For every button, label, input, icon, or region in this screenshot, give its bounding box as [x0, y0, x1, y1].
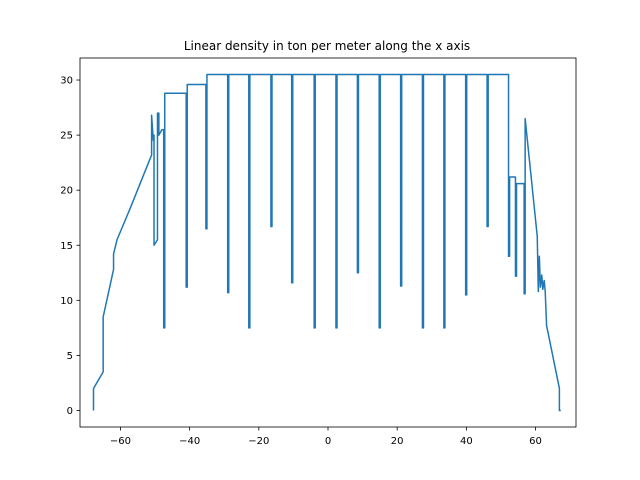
y-tick-label: 25	[60, 131, 73, 142]
y-tick-label: 5	[67, 351, 73, 362]
y-tick-label: 30	[60, 76, 73, 87]
plot-area	[92, 73, 561, 412]
chart-title: Linear density in ton per meter along th…	[184, 39, 470, 53]
y-tick-label: 20	[60, 186, 73, 197]
x-tick-label: 0	[325, 436, 331, 447]
x-tick-label: −60	[110, 436, 131, 447]
y-axis: 0 5 10 15 20 25 30	[60, 76, 80, 417]
x-axis: −60 −40 −20 0 20 40 60	[110, 427, 542, 447]
y-tick-label: 10	[60, 296, 73, 307]
y-tick-label: 15	[60, 241, 73, 252]
x-tick-label: −20	[248, 436, 269, 447]
data-line	[92, 73, 561, 412]
x-tick-label: 40	[460, 436, 473, 447]
y-tick-label: 0	[67, 406, 73, 417]
plot-frame	[79, 57, 577, 428]
x-tick-label: 20	[391, 436, 404, 447]
x-tick-label: −40	[179, 436, 200, 447]
x-tick-label: 60	[529, 436, 542, 447]
